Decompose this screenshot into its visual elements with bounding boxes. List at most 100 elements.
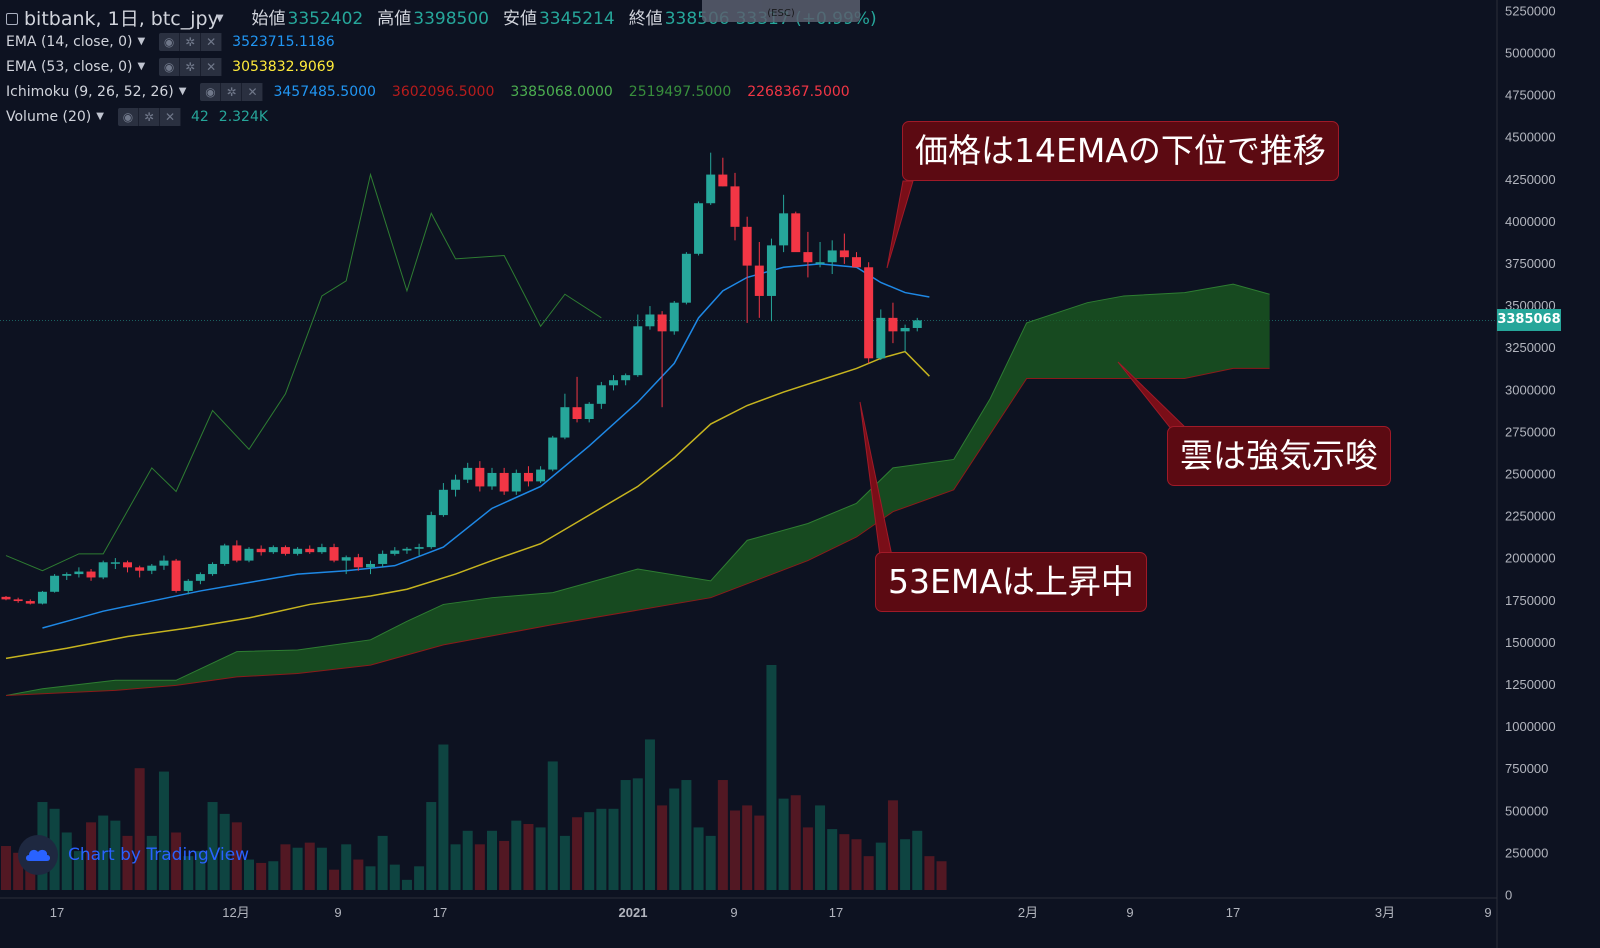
volume-bar (268, 861, 279, 890)
annotation-ema53[interactable]: 53EMAは上昇中 (875, 552, 1147, 612)
volume-bar (535, 827, 546, 890)
volume-bar (377, 835, 388, 890)
price-axis-label: 5250000 (1505, 3, 1556, 18)
volume-legend: Volume (20) ▼ ◉ ✲ ✕ 42 2.324K (6, 106, 284, 128)
volume-bar (827, 829, 838, 890)
candle-body (876, 317, 886, 359)
candle-body (754, 265, 764, 296)
volume-bar (887, 800, 898, 890)
chevron-down-icon[interactable]: ▼ (96, 111, 104, 122)
ichimoku-leadA-value: 2519497.5000 (628, 84, 732, 100)
candle-body (572, 407, 582, 419)
symbol-title[interactable]: bitbank, 1日, btc_jpy (24, 8, 219, 30)
candle-body (827, 250, 837, 263)
chevron-down-icon[interactable]: ▼ (137, 61, 146, 72)
volume-bar (657, 805, 668, 890)
candle-body (135, 567, 145, 571)
time-axis-label: 2021 (619, 905, 648, 920)
price-axis-label: 4000000 (1505, 214, 1556, 229)
gear-icon[interactable]: ✲ (221, 83, 243, 101)
candle-body (438, 489, 448, 516)
chevron-down-icon[interactable]: ▼ (137, 36, 146, 47)
price-axis-label: 2500000 (1505, 467, 1556, 482)
close-icon[interactable]: ✕ (160, 108, 181, 126)
volume-bar (936, 861, 947, 890)
high-label: 高値 (377, 9, 412, 29)
collapse-icon[interactable] (6, 13, 18, 25)
annotation-cloud[interactable]: 雲は強気示唆 (1167, 426, 1391, 486)
time-axis-label: 2月 (1018, 905, 1038, 920)
candle-body (293, 548, 303, 554)
candle-body (74, 571, 84, 575)
time-axis-label: 9 (1126, 905, 1133, 920)
candle-body (791, 213, 801, 253)
candle-body (912, 320, 922, 328)
volume-bar (231, 822, 242, 890)
volume-bar (620, 780, 631, 890)
volume-bar (523, 824, 534, 890)
candle-body (487, 472, 497, 487)
price-axis-label: 1000000 (1505, 719, 1556, 734)
candle-body (329, 547, 339, 561)
candle-body (669, 302, 679, 332)
ichimoku-leadB-value: 2268367.5000 (747, 84, 850, 100)
volume-bar (1, 846, 11, 890)
volume-bar (158, 771, 169, 890)
ema53-legend: EMA (53, close, 0) ▼ ◉ ✲ ✕ 3053832.9069 (6, 56, 351, 78)
annotation-ema14[interactable]: 価格は14EMAの下位で推移 (902, 121, 1339, 181)
chevron-down-icon[interactable]: ▼ (215, 13, 224, 24)
esc-tab[interactable]: (ESC) (702, 0, 860, 22)
volume-label[interactable]: Volume (20) (6, 109, 92, 125)
eye-icon[interactable]: ◉ (118, 108, 139, 126)
indicator-buttons: ◉ ✲ ✕ (200, 83, 264, 101)
volume-bar (815, 805, 826, 890)
price-axis-label: 2750000 (1505, 424, 1556, 439)
volume-bar (474, 844, 485, 890)
price-axis-label: 2250000 (1505, 509, 1556, 524)
close-icon[interactable]: ✕ (201, 33, 223, 51)
ema14-label[interactable]: EMA (14, close, 0) (6, 34, 133, 50)
volume-bar (316, 847, 327, 890)
price-axis-label: 3750000 (1505, 256, 1556, 271)
price-axis-label: 4250000 (1505, 172, 1556, 187)
volume-bar (487, 830, 497, 890)
open-value: 3352402 (287, 9, 364, 29)
ichimoku-label[interactable]: Ichimoku (9, 26, 52, 26) (6, 84, 174, 100)
volume-bar (608, 808, 619, 890)
gear-icon[interactable]: ✲ (180, 33, 202, 51)
volume-bar (717, 780, 728, 890)
candle-body (195, 574, 205, 581)
volume-bar (292, 847, 303, 890)
price-axis-label: 1750000 (1505, 593, 1556, 608)
price-axis-label: 750000 (1505, 761, 1548, 776)
candle-body (232, 545, 242, 561)
gear-icon[interactable]: ✲ (180, 58, 202, 76)
tradingview-watermark[interactable]: Chart by TradingView (18, 835, 249, 875)
volume-bar (681, 780, 692, 890)
volume-bar (13, 852, 24, 890)
volume-bar (511, 820, 522, 890)
candle-body (451, 479, 461, 490)
volume-bar (110, 820, 121, 890)
volume-bar (669, 788, 680, 890)
gear-icon[interactable]: ✲ (139, 108, 160, 126)
volume-bar (547, 761, 558, 890)
close-icon[interactable]: ✕ (201, 58, 223, 76)
eye-icon[interactable]: ◉ (200, 83, 222, 101)
close-icon[interactable]: ✕ (242, 83, 264, 101)
ema53-label[interactable]: EMA (53, close, 0) (6, 59, 133, 75)
volume-bar (754, 815, 765, 890)
low-label: 安値 (502, 9, 537, 29)
watermark-text: Chart by TradingView (68, 845, 250, 865)
candle-body (864, 267, 874, 359)
eye-icon[interactable]: ◉ (159, 33, 181, 51)
eye-icon[interactable]: ◉ (159, 58, 181, 76)
volume-bar (219, 813, 230, 890)
chevron-down-icon[interactable]: ▼ (178, 86, 187, 97)
candle-body (366, 563, 375, 568)
volume-bar (426, 802, 437, 890)
volume-bar (414, 866, 425, 890)
volume-bar (86, 822, 97, 890)
price-axis-label: 1500000 (1505, 635, 1556, 650)
